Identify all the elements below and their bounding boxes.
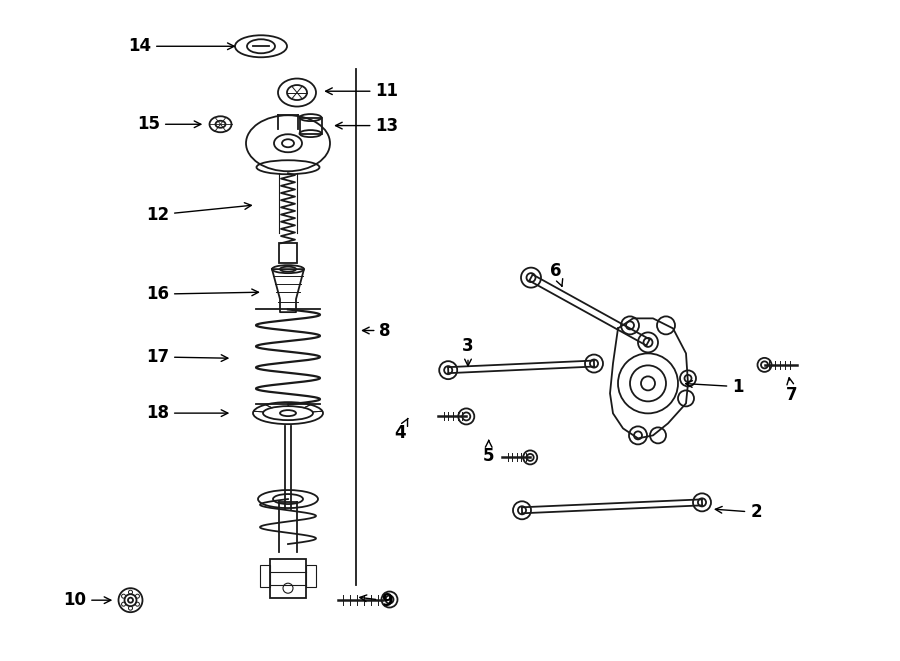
Text: 14: 14 [128,37,234,56]
Text: 2: 2 [716,503,761,522]
Text: 18: 18 [146,404,228,422]
Text: 12: 12 [146,203,251,224]
Text: 1: 1 [686,377,743,396]
Text: 9: 9 [360,592,392,610]
Text: 10: 10 [63,591,111,609]
Text: 15: 15 [137,115,201,134]
Text: 11: 11 [326,82,399,100]
Bar [260,564,270,586]
Bar [300,118,321,134]
Text: 7: 7 [787,377,797,404]
Text: 17: 17 [146,348,228,366]
Text: 5: 5 [483,440,494,465]
Bar [306,564,316,586]
Text: 4: 4 [395,418,408,442]
Bar [270,559,306,598]
Text: 6: 6 [551,262,562,286]
Bar [279,243,297,263]
Text: 16: 16 [146,285,258,303]
Text: 3: 3 [463,336,473,366]
Text: 8: 8 [363,321,391,340]
Text: 13: 13 [336,116,399,135]
